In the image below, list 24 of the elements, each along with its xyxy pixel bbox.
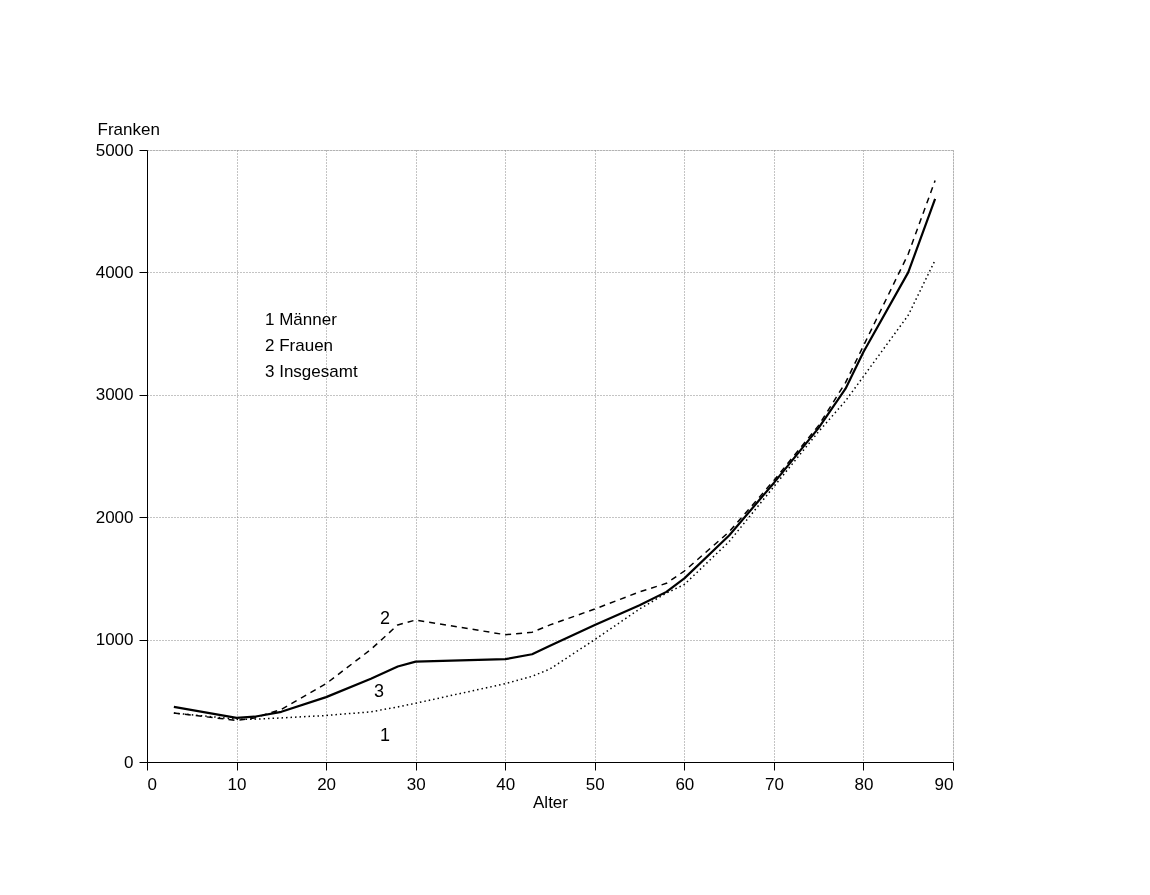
y-tick-label: 5000 [95,140,134,160]
y-tick-label: 4000 [95,262,134,282]
annotation: 3 Insgesamt [265,362,358,381]
series-label: 3 [373,680,384,701]
y-tick-label: 1000 [95,630,134,650]
x-tick-label: 60 [675,774,695,794]
x-tick-label: 50 [585,774,605,794]
y-tick-label: 2000 [95,507,134,527]
x-axis-title: Alter [533,792,569,812]
annotation: 2 Frauen [265,336,334,355]
x-tick-label: 90 [934,774,954,794]
y-axis-title: Franken [97,119,160,139]
series-label: 1 [379,724,390,745]
x-tick-label: 40 [496,774,516,794]
series-label: 2 [379,608,390,629]
y-tick-label: 0 [124,752,134,772]
y-tick-label: 3000 [95,385,134,405]
annotation: 1 Männer [265,310,338,329]
x-tick-label: 80 [854,774,874,794]
x-tick-label: 70 [764,774,784,794]
x-tick-label: 30 [406,774,426,794]
x-tick-label: 20 [317,774,337,794]
x-tick-label: 0 [147,774,157,794]
x-tick-label: 10 [227,774,247,794]
